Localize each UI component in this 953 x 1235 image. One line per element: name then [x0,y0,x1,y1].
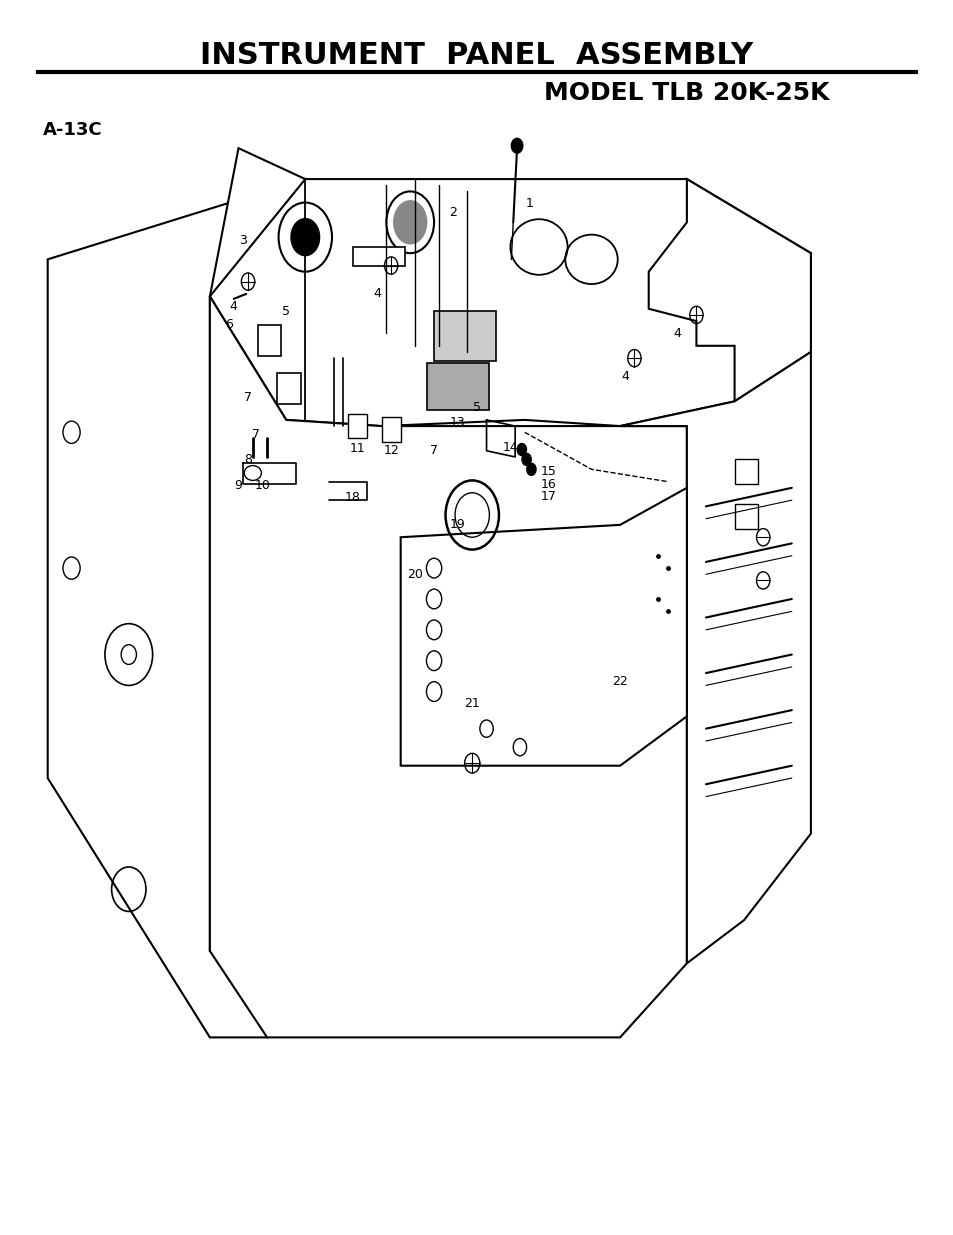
Bar [353,247,405,266]
Text: 3: 3 [239,235,247,247]
Text: 4: 4 [373,288,380,300]
Circle shape [511,138,522,153]
Text: 15: 15 [540,466,556,478]
Bar [276,373,300,404]
Text: 1: 1 [525,198,533,210]
Text: 7: 7 [244,391,252,404]
Text: 10: 10 [254,479,270,492]
Text: 21: 21 [464,698,479,710]
Text: 4: 4 [230,300,237,312]
Text: 2: 2 [449,206,456,219]
Text: 8: 8 [244,453,252,466]
Polygon shape [400,488,686,766]
Text: INSTRUMENT  PANEL  ASSEMBLY: INSTRUMENT PANEL ASSEMBLY [200,41,753,70]
Text: 11: 11 [350,442,365,454]
Text: 4: 4 [620,370,628,383]
Circle shape [521,453,531,466]
Bar [734,504,758,529]
Text: 16: 16 [540,478,556,490]
Circle shape [526,463,536,475]
Text: 20: 20 [407,568,422,580]
Text: 4: 4 [673,327,680,340]
Circle shape [517,443,526,456]
Bar [427,363,489,410]
Polygon shape [648,179,810,401]
Text: 18: 18 [345,492,360,504]
Polygon shape [210,148,810,426]
Text: 7: 7 [252,429,259,441]
Bar [381,417,400,442]
Text: MODEL TLB 20K-25K: MODEL TLB 20K-25K [543,80,829,105]
Bar [348,414,367,438]
Text: 7: 7 [430,445,437,457]
Bar [734,459,758,484]
Circle shape [393,200,427,245]
Circle shape [291,219,319,256]
Text: A-13C: A-13C [43,121,103,138]
Bar [257,325,281,356]
Text: 19: 19 [450,519,465,531]
Text: 12: 12 [383,445,398,457]
Polygon shape [48,179,305,1037]
Text: 22: 22 [612,676,627,688]
Text: 9: 9 [234,479,242,492]
Text: 5: 5 [282,305,290,317]
Text: 17: 17 [540,490,556,503]
Polygon shape [210,296,686,1037]
Polygon shape [619,352,810,963]
Bar [434,311,496,361]
Text: 13: 13 [450,416,465,429]
Text: 14: 14 [502,441,517,453]
Text: 5: 5 [473,401,480,414]
Text: 6: 6 [225,319,233,331]
